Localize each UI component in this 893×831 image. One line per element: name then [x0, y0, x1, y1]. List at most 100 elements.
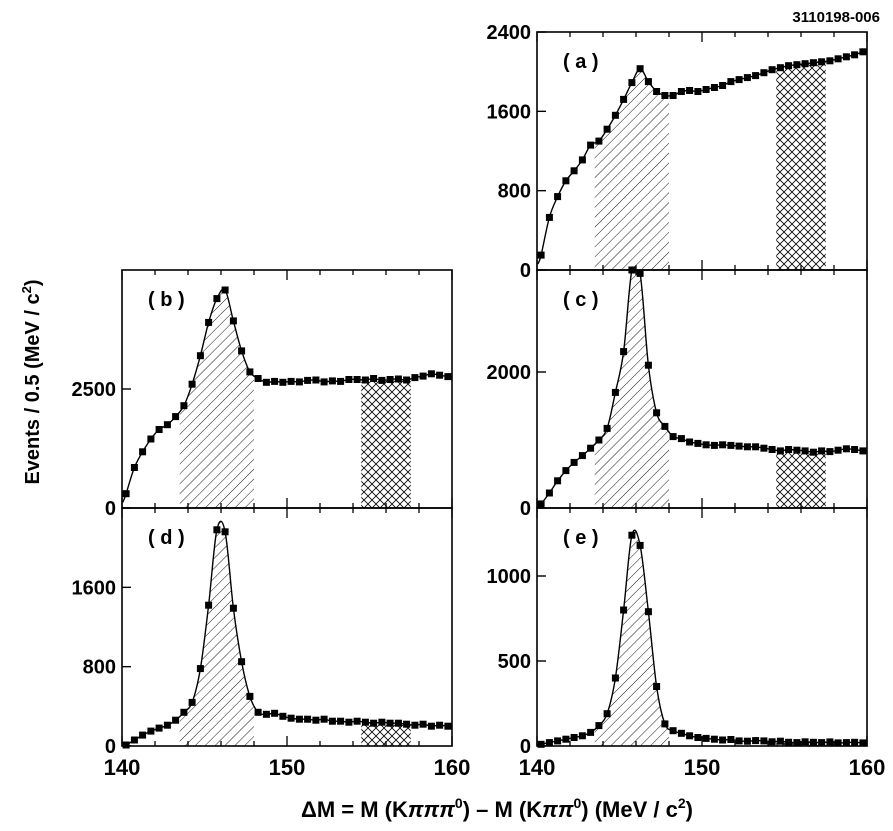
- data-point-a-7: [595, 137, 603, 145]
- data-point-e-29: [776, 737, 784, 745]
- y-tick-label-d-1: 800: [83, 657, 116, 679]
- data-point-d-22: [304, 715, 312, 723]
- data-point-b-32: [386, 376, 394, 383]
- data-point-a-9: [611, 111, 619, 119]
- data-point-c-14: [653, 409, 661, 417]
- data-point-d-5: [163, 721, 171, 729]
- data-point-d-1: [130, 736, 138, 744]
- data-point-c-26: [752, 443, 760, 451]
- data-point-c-0: [537, 500, 545, 508]
- x-label-pi5: π: [558, 797, 574, 822]
- data-point-c-12: [636, 269, 644, 277]
- y-tick-label-e-0: 0: [520, 736, 531, 758]
- data-point-c-29: [776, 447, 784, 455]
- data-point-e-6: [587, 728, 595, 736]
- y-tick-label-b-1: 2500: [72, 379, 117, 401]
- data-point-c-33: [809, 448, 817, 456]
- data-point-d-4: [155, 724, 163, 732]
- data-point-c-20: [702, 441, 710, 449]
- data-point-b-11: [213, 295, 221, 303]
- data-point-d-9: [196, 665, 204, 673]
- data-point-b-37: [427, 370, 435, 378]
- data-point-a-28: [768, 66, 776, 74]
- data-point-b-39: [444, 373, 452, 381]
- data-point-c-4: [570, 458, 578, 466]
- data-point-e-13: [644, 608, 652, 616]
- data-point-d-39: [444, 722, 452, 730]
- data-point-c-3: [562, 467, 570, 475]
- data-point-b-8: [188, 380, 196, 388]
- data-point-e-7: [595, 722, 603, 730]
- y-tick-label-c-0: 0: [520, 498, 531, 520]
- data-point-c-10: [620, 348, 628, 356]
- data-point-e-24: [735, 737, 743, 745]
- data-point-b-35: [411, 374, 419, 382]
- data-point-d-12: [221, 528, 229, 536]
- data-point-b-14: [238, 347, 246, 355]
- data-point-c-1: [545, 489, 553, 497]
- data-point-a-29: [776, 64, 784, 72]
- data-point-a-21: [710, 84, 718, 91]
- data-point-d-13: [229, 604, 237, 612]
- data-point-a-35: [826, 57, 834, 65]
- data-point-d-0: [122, 741, 130, 749]
- data-point-a-19: [694, 88, 702, 95]
- data-point-e-12: [636, 541, 644, 549]
- panel-b: 0 2500 ( b ): [72, 269, 453, 520]
- data-point-d-30: [370, 719, 378, 727]
- panel-label-d: ( d ): [148, 527, 185, 549]
- sideband-c: [776, 270, 826, 508]
- y-tick-label-d-0: 0: [105, 736, 116, 758]
- y-tick-label-a-1: 800: [498, 181, 531, 203]
- data-point-a-31: [793, 61, 801, 69]
- data-point-e-3: [562, 735, 570, 743]
- data-point-c-7: [595, 436, 603, 444]
- data-point-e-15: [661, 720, 669, 728]
- data-point-e-10: [620, 606, 628, 614]
- y-tick-label-a-0: 0: [520, 260, 531, 282]
- data-point-e-19: [694, 734, 702, 741]
- data-point-a-15: [661, 92, 669, 99]
- data-point-a-12: [636, 65, 644, 73]
- data-point-c-15: [661, 422, 669, 430]
- data-point-b-38: [436, 371, 444, 379]
- panel-d: 0 800 1600 140 150 160 ( d ): [72, 507, 471, 780]
- fit-curve-d: [122, 520, 452, 746]
- data-point-b-24: [320, 378, 328, 386]
- data-point-d-17: [262, 710, 270, 718]
- data-point-a-5: [578, 156, 586, 164]
- x-label-pi3: π: [439, 797, 455, 822]
- data-point-e-31: [793, 739, 801, 747]
- x-label-mid: ) – M (K: [463, 797, 543, 822]
- data-point-d-33: [394, 719, 402, 727]
- data-point-c-38: [851, 446, 859, 453]
- data-point-a-38: [851, 51, 859, 59]
- y-axis-label-sup: 2: [19, 286, 34, 293]
- x-tick-label-d-0: 140: [104, 755, 141, 780]
- data-point-b-22: [304, 376, 312, 384]
- data-point-d-26: [337, 717, 345, 725]
- data-point-e-25: [743, 737, 751, 745]
- data-point-c-8: [603, 424, 611, 432]
- data-point-c-5: [578, 452, 586, 460]
- panel-label-a: ( a ): [563, 51, 599, 73]
- data-point-c-19: [694, 439, 702, 447]
- data-point-a-6: [587, 141, 595, 149]
- data-point-c-6: [587, 444, 595, 452]
- data-point-e-38: [851, 738, 859, 746]
- data-point-d-19: [279, 712, 287, 720]
- x-label-pi2: π: [424, 797, 440, 822]
- y-tick-label-e-2: 1000: [487, 566, 532, 588]
- data-point-c-16: [669, 433, 677, 441]
- data-point-e-18: [686, 732, 694, 740]
- x-tick-label-d-2: 160: [434, 755, 471, 780]
- data-point-e-2: [554, 737, 562, 745]
- data-point-c-34: [818, 447, 826, 455]
- data-point-e-39: [859, 739, 867, 747]
- data-point-a-23: [727, 78, 735, 86]
- data-point-b-30: [370, 375, 378, 382]
- data-point-b-1: [130, 464, 138, 471]
- data-point-b-33: [394, 375, 402, 383]
- data-point-b-26: [337, 377, 345, 385]
